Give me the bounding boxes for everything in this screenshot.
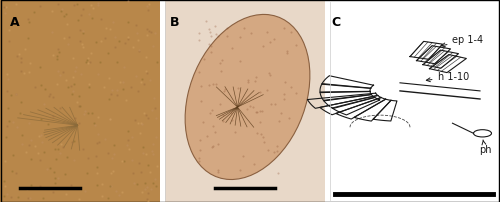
Text: ep 1-4: ep 1-4 (442, 35, 484, 47)
Text: ph: ph (479, 140, 491, 156)
FancyBboxPatch shape (165, 0, 325, 202)
Text: C: C (332, 16, 340, 29)
FancyBboxPatch shape (0, 0, 160, 202)
Text: h 1-10: h 1-10 (426, 72, 469, 82)
FancyBboxPatch shape (330, 0, 500, 202)
Text: A: A (10, 16, 20, 29)
Ellipse shape (185, 14, 310, 180)
Text: B: B (170, 16, 179, 29)
